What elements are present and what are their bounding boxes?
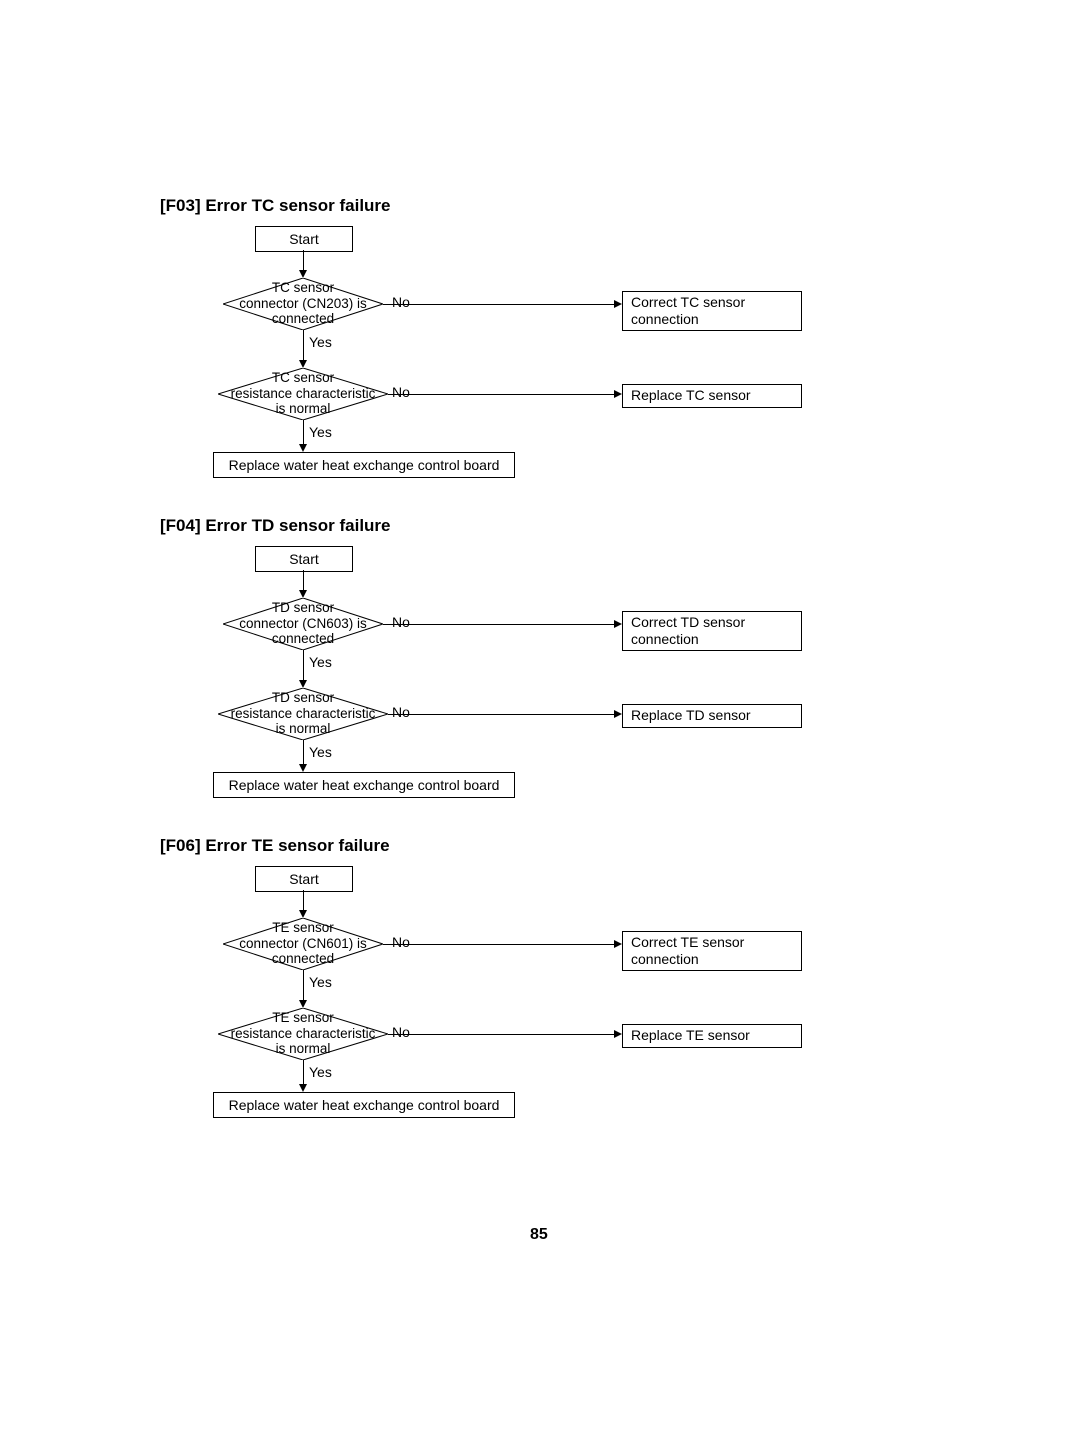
edge-start-d1-f04-arrowhead (299, 590, 307, 598)
action2-f06: Replace TE sensor (622, 1024, 802, 1048)
label-no1-f04: No (392, 614, 410, 630)
edge-d2-yes-f06-line (303, 1060, 304, 1085)
decision1-f06-label: TE sensorconnector (CN601) isconnected (223, 920, 383, 967)
decision2-f06: TE sensorresistance characteristicis nor… (218, 1008, 388, 1060)
action1-f03: Correct TC sensor connection (622, 291, 802, 331)
decision1-f06: TE sensorconnector (CN601) isconnected (223, 918, 383, 970)
decision1-f03: TC sensorconnector (CN203) isconnected (223, 278, 383, 330)
edge-d1-yes-f03-arrowhead (299, 360, 307, 368)
edge-d2-yes-f04-line (303, 740, 304, 765)
edge-d2-no-f04-arrowhead (614, 710, 622, 718)
action1-f06: Correct TE sensor connection (622, 931, 802, 971)
edge-d2-no-f04-line (388, 714, 615, 715)
label-no1-f06: No (392, 934, 410, 950)
edge-start-d1-f03-line (303, 250, 304, 271)
edge-d1-no-f03-arrowhead (614, 300, 622, 308)
action1-f04: Correct TD sensor connection (622, 611, 802, 651)
decision2-f03-label: TC sensorresistance characteristicis nor… (218, 370, 388, 417)
edge-d1-yes-f06-arrowhead (299, 1000, 307, 1008)
edge-d1-yes-f04-line (303, 650, 304, 681)
edge-d1-yes-f03-line (303, 330, 304, 361)
edge-d1-no-f06-line (383, 944, 615, 945)
edge-d1-no-f04-arrowhead (614, 620, 622, 628)
start-box-f03: Start (255, 226, 353, 252)
edge-d2-no-f06-line (388, 1034, 615, 1035)
action2-f03: Replace TC sensor (622, 384, 802, 408)
edge-start-d1-f04-line (303, 570, 304, 591)
label-yes2-f03: Yes (309, 424, 332, 440)
edge-d1-no-f04-line (383, 624, 615, 625)
decision1-f03-label: TC sensorconnector (CN203) isconnected (223, 280, 383, 327)
edge-d2-yes-f03-line (303, 420, 304, 445)
edge-d1-no-f06-arrowhead (614, 940, 622, 948)
edge-d2-no-f03-line (388, 394, 615, 395)
action2-f04: Replace TD sensor (622, 704, 802, 728)
start-box-f06: Start (255, 866, 353, 892)
edge-d1-yes-f06-line (303, 970, 304, 1001)
edge-d2-yes-f03-arrowhead (299, 444, 307, 452)
decision2-f04: TD sensorresistance characteristicis nor… (218, 688, 388, 740)
terminal-f04: Replace water heat exchange control boar… (213, 772, 515, 798)
edge-d1-yes-f04-arrowhead (299, 680, 307, 688)
label-yes1-f03: Yes (309, 334, 332, 350)
edge-d1-no-f03-line (383, 304, 615, 305)
label-no2-f04: No (392, 704, 410, 720)
label-no2-f03: No (392, 384, 410, 400)
label-yes2-f06: Yes (309, 1064, 332, 1080)
page: 85 [F03] Error TC sensor failure Start TC … (0, 0, 1080, 1454)
flowchart-heading-f03: [F03] Error TC sensor failure (160, 196, 391, 216)
edge-start-d1-f03-arrowhead (299, 270, 307, 278)
label-no1-f03: No (392, 294, 410, 310)
edge-d2-yes-f04-arrowhead (299, 764, 307, 772)
decision2-f03: TC sensorresistance characteristicis nor… (218, 368, 388, 420)
page-number: 85 (530, 1226, 548, 1244)
edge-d2-no-f06-arrowhead (614, 1030, 622, 1038)
decision2-f06-label: TE sensorresistance characteristicis nor… (218, 1010, 388, 1057)
terminal-f03: Replace water heat exchange control boar… (213, 452, 515, 478)
edge-d2-no-f03-arrowhead (614, 390, 622, 398)
decision2-f04-label: TD sensorresistance characteristicis nor… (218, 690, 388, 737)
edge-d2-yes-f06-arrowhead (299, 1084, 307, 1092)
flowchart-heading-f06: [F06] Error TE sensor failure (160, 836, 390, 856)
label-yes1-f04: Yes (309, 654, 332, 670)
decision1-f04: TD sensorconnector (CN603) isconnected (223, 598, 383, 650)
decision1-f04-label: TD sensorconnector (CN603) isconnected (223, 600, 383, 647)
label-yes1-f06: Yes (309, 974, 332, 990)
flowchart-heading-f04: [F04] Error TD sensor failure (160, 516, 391, 536)
start-box-f04: Start (255, 546, 353, 572)
edge-start-d1-f06-line (303, 890, 304, 911)
edge-start-d1-f06-arrowhead (299, 910, 307, 918)
label-yes2-f04: Yes (309, 744, 332, 760)
label-no2-f06: No (392, 1024, 410, 1040)
terminal-f06: Replace water heat exchange control boar… (213, 1092, 515, 1118)
